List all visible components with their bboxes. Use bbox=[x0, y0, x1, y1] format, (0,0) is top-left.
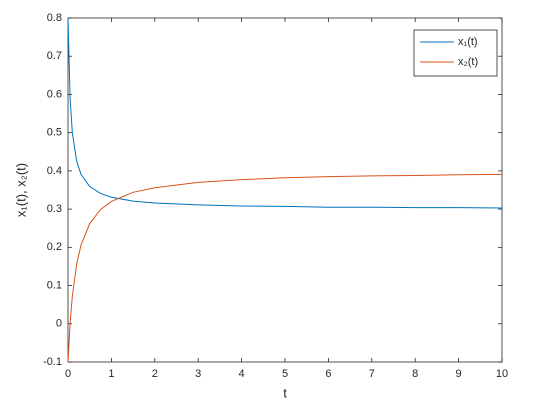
y-tick-label: -0.1 bbox=[43, 356, 62, 368]
x-tick-label: 0 bbox=[65, 368, 71, 380]
x-tick-label: 4 bbox=[239, 368, 245, 380]
x-axis-label: t bbox=[283, 385, 287, 400]
x-tick-label: 6 bbox=[325, 368, 331, 380]
legend-label: x₁(t) bbox=[458, 36, 478, 48]
series-line bbox=[67, 173, 503, 363]
y-tick-label: 0.3 bbox=[47, 203, 62, 215]
y-tick-label: 0.2 bbox=[47, 241, 62, 253]
x-tick-label: 1 bbox=[108, 368, 114, 380]
legend-box bbox=[413, 29, 498, 77]
legend-label: x₂(t) bbox=[458, 56, 478, 68]
x-tick-label: 8 bbox=[412, 368, 418, 380]
y-tick-label: 0.4 bbox=[47, 165, 62, 177]
x-tick-label: 5 bbox=[282, 368, 288, 380]
y-axis-label: x₁(t), x₂(t) bbox=[13, 163, 28, 217]
x-tick-label: 2 bbox=[152, 368, 158, 380]
x-tick-label: 7 bbox=[369, 368, 375, 380]
x-tick-label: 3 bbox=[195, 368, 201, 380]
x-tick-label: 9 bbox=[456, 368, 462, 380]
x-tick-label: 10 bbox=[496, 368, 508, 380]
series-line bbox=[67, 17, 503, 209]
y-tick-label: 0.1 bbox=[47, 279, 62, 291]
y-tick-label: 0.6 bbox=[47, 88, 62, 100]
y-tick-label: 0.5 bbox=[47, 127, 62, 139]
y-tick-label: 0.8 bbox=[47, 12, 62, 24]
y-tick-label: 0 bbox=[56, 318, 62, 330]
y-tick-label: 0.7 bbox=[47, 50, 62, 62]
